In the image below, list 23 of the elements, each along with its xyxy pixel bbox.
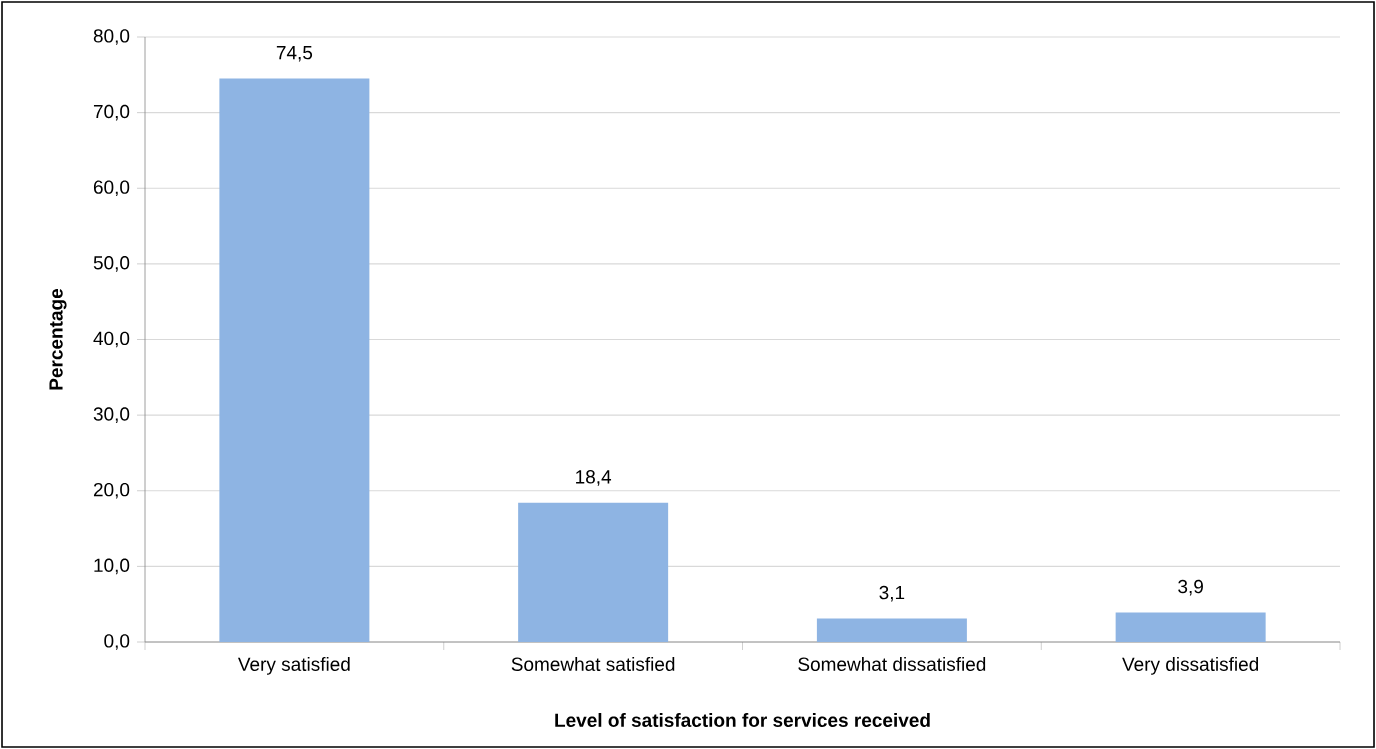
bar — [816, 618, 967, 642]
y-tick-label: 70,0 — [93, 104, 130, 121]
x-axis-title: Level of satisfaction for services received — [555, 713, 930, 727]
y-tick-label: 60,0 — [93, 180, 130, 197]
x-tick-label: Very dissatisfied — [1122, 657, 1259, 675]
y-tick-label: 10,0 — [94, 558, 130, 575]
y-axis-title: Percentage — [49, 288, 67, 390]
data-label: 18,4 — [576, 470, 612, 486]
y-tick-label: 40,0 — [93, 331, 130, 348]
y-tick-label: 0,0 — [104, 634, 130, 650]
y-tick-label: 20,0 — [93, 482, 130, 499]
y-tick-label: 30,0 — [93, 407, 130, 423]
bar — [518, 502, 669, 642]
data-label: 3,9 — [1178, 579, 1203, 596]
x-tick-label: Somewhat dissatisfied — [798, 657, 986, 671]
x-tick-label: Very satisfied — [237, 657, 350, 675]
data-label: 3,1 — [879, 585, 905, 602]
x-tick-label: Somewhat satisfied — [511, 657, 675, 671]
data-label: 74,5 — [276, 46, 313, 62]
y-tick-label: 50,0 — [93, 256, 130, 272]
bar — [1115, 612, 1266, 642]
bar — [219, 78, 370, 642]
y-tick-label: 80,0 — [93, 29, 130, 45]
